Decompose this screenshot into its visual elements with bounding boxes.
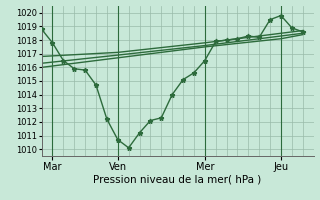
- X-axis label: Pression niveau de la mer( hPa ): Pression niveau de la mer( hPa ): [93, 174, 262, 184]
